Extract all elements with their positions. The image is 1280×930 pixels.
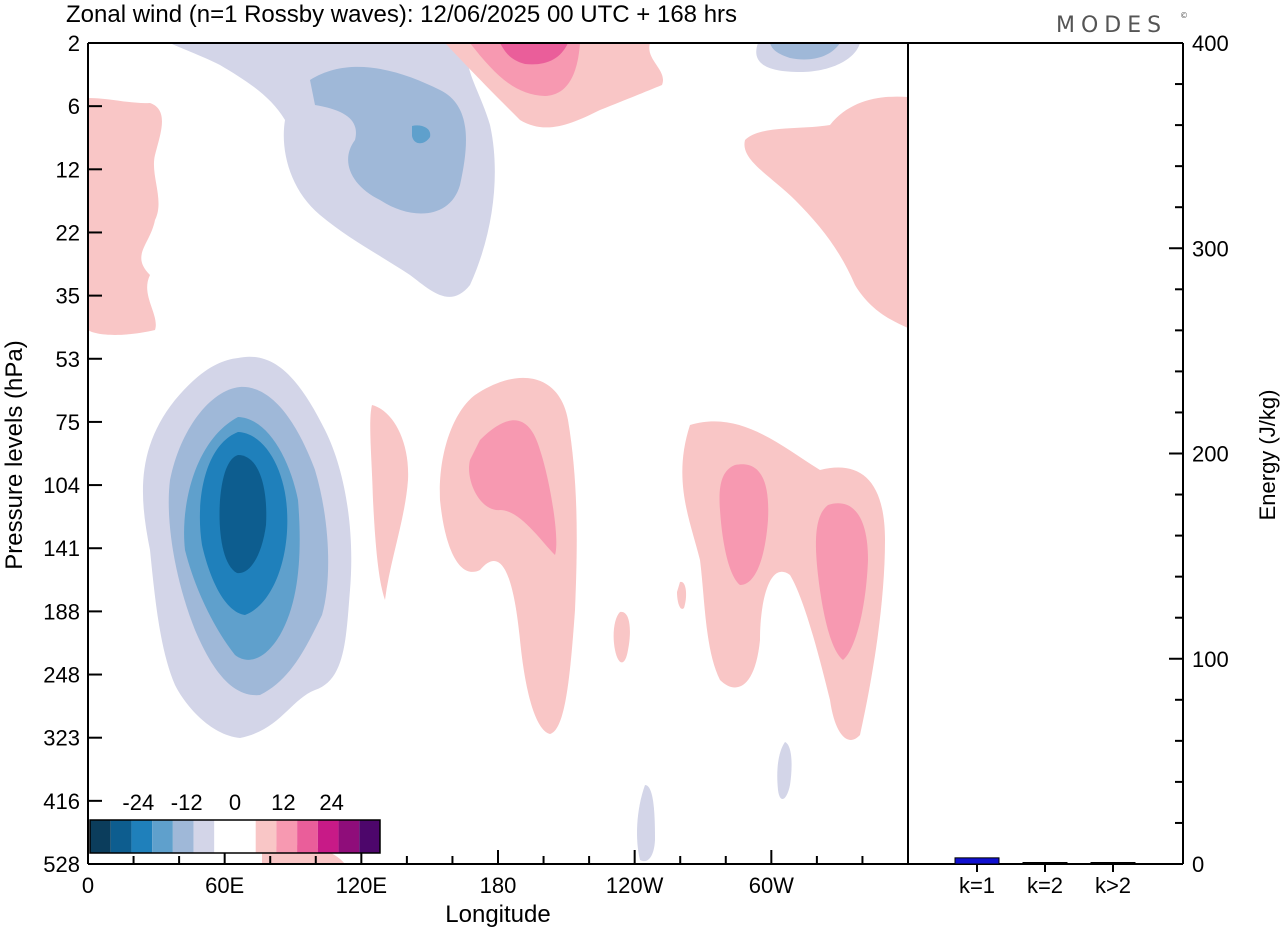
contour-negative-bottom-b	[637, 785, 655, 862]
colorbar-swatch	[152, 820, 173, 853]
contour-positive-east-upper	[744, 96, 908, 328]
colorbar-swatch	[338, 820, 360, 853]
colorbar-swatch	[235, 820, 256, 853]
energy-bar	[1090, 862, 1136, 865]
x-axis-label: Longitude	[445, 901, 550, 928]
contour-negative-main-core	[219, 455, 267, 574]
energy-cat-label: k=2	[1027, 873, 1063, 898]
x-tick-label: 180	[480, 873, 517, 898]
colorbar-label: 12	[271, 790, 295, 815]
energy-bar	[1022, 862, 1068, 865]
colorbar-label: -24	[122, 790, 154, 815]
contour-negative-upper-core	[412, 125, 431, 144]
contour-positive-180-core	[469, 420, 557, 555]
y-tick-label: 416	[43, 789, 80, 814]
y-tick-label: 323	[43, 726, 80, 751]
y-axis: 2 6 12 22 35 53 75 104 141 188 248 323 416 528	[43, 31, 102, 877]
contour-negative-bottom-a	[777, 742, 792, 800]
energy-tick-label: 400	[1192, 31, 1229, 56]
y-tick-label: 2	[68, 31, 80, 56]
contour-field	[88, 43, 908, 864]
x-tick-label: 0	[82, 873, 94, 898]
energy-tick-label: 200	[1192, 442, 1229, 467]
colorbar: -24 -12 0 12 24	[89, 790, 381, 854]
x-tick-label: 120W	[606, 873, 664, 898]
energy-axis: 0 100 200 300 400	[1169, 31, 1229, 877]
colorbar-label: 0	[229, 790, 241, 815]
energy-bars: k=1 k=2 k>2	[954, 857, 1136, 898]
y-tick-label: 528	[43, 852, 80, 877]
colorbar-swatch	[131, 820, 153, 853]
contour-positive-60w-core-b	[815, 503, 868, 660]
colorbar-swatch	[193, 820, 215, 853]
colorbar-swatch	[90, 820, 111, 853]
energy-axis-label: Energy (J/kg)	[1255, 390, 1280, 521]
colorbar-swatch	[276, 820, 298, 853]
contour-positive-small-a	[613, 611, 630, 663]
energy-tick-label: 0	[1192, 852, 1204, 877]
x-tick-label: 120E	[336, 873, 387, 898]
y-tick-label: 248	[43, 663, 80, 688]
y-tick-label: 75	[56, 410, 80, 435]
chart-title: Zonal wind (n=1 Rossby waves): 12/06/202…	[66, 1, 737, 28]
y-tick-label: 12	[56, 157, 80, 182]
x-axis: 0 60E 120E 180 120W 60W	[82, 850, 909, 898]
colorbar-label: 24	[319, 790, 343, 815]
x-tick-label: 60W	[749, 873, 794, 898]
energy-cat-label: k>2	[1095, 873, 1131, 898]
colorbar-label: -12	[171, 790, 203, 815]
modes-logo-text: MODES	[1056, 13, 1167, 38]
colorbar-swatch	[255, 820, 277, 853]
modes-logo-mark: ©	[1180, 11, 1194, 20]
colorbar-swatch	[214, 820, 235, 853]
colorbar-swatch	[317, 820, 339, 853]
contour-positive-top-core	[500, 43, 568, 65]
contour-positive-west-strip	[88, 98, 162, 335]
contour-negative-top-right-core	[770, 43, 840, 60]
colorbar-swatch	[359, 820, 380, 853]
y-tick-label: 6	[68, 94, 80, 119]
energy-bar	[954, 857, 1000, 865]
y-tick-label: 188	[43, 599, 80, 624]
y-tick-label: 35	[56, 284, 80, 309]
colorbar-swatch	[297, 820, 318, 853]
y-tick-label: 22	[56, 220, 80, 245]
energy-tick-label: 100	[1192, 647, 1229, 672]
contour-positive-streak-105e	[370, 405, 409, 600]
contour-positive-small-b	[677, 581, 687, 609]
colorbar-swatch	[110, 820, 132, 853]
energy-tick-label: 300	[1192, 236, 1229, 261]
modes-logo: MODES ©	[1056, 11, 1194, 38]
y-axis-label: Pressure levels (hPa)	[1, 340, 28, 569]
colorbar-swatch	[172, 820, 194, 853]
energy-cat-label: k=1	[959, 873, 995, 898]
y-tick-label: 141	[43, 536, 80, 561]
colorbar-frame	[89, 819, 381, 854]
contour-negative-upper-mid	[310, 66, 466, 214]
contour-positive-60w-core-a	[719, 464, 769, 585]
x-tick-label: 60E	[205, 873, 244, 898]
y-tick-label: 53	[56, 347, 80, 372]
y-tick-label: 104	[43, 473, 80, 498]
